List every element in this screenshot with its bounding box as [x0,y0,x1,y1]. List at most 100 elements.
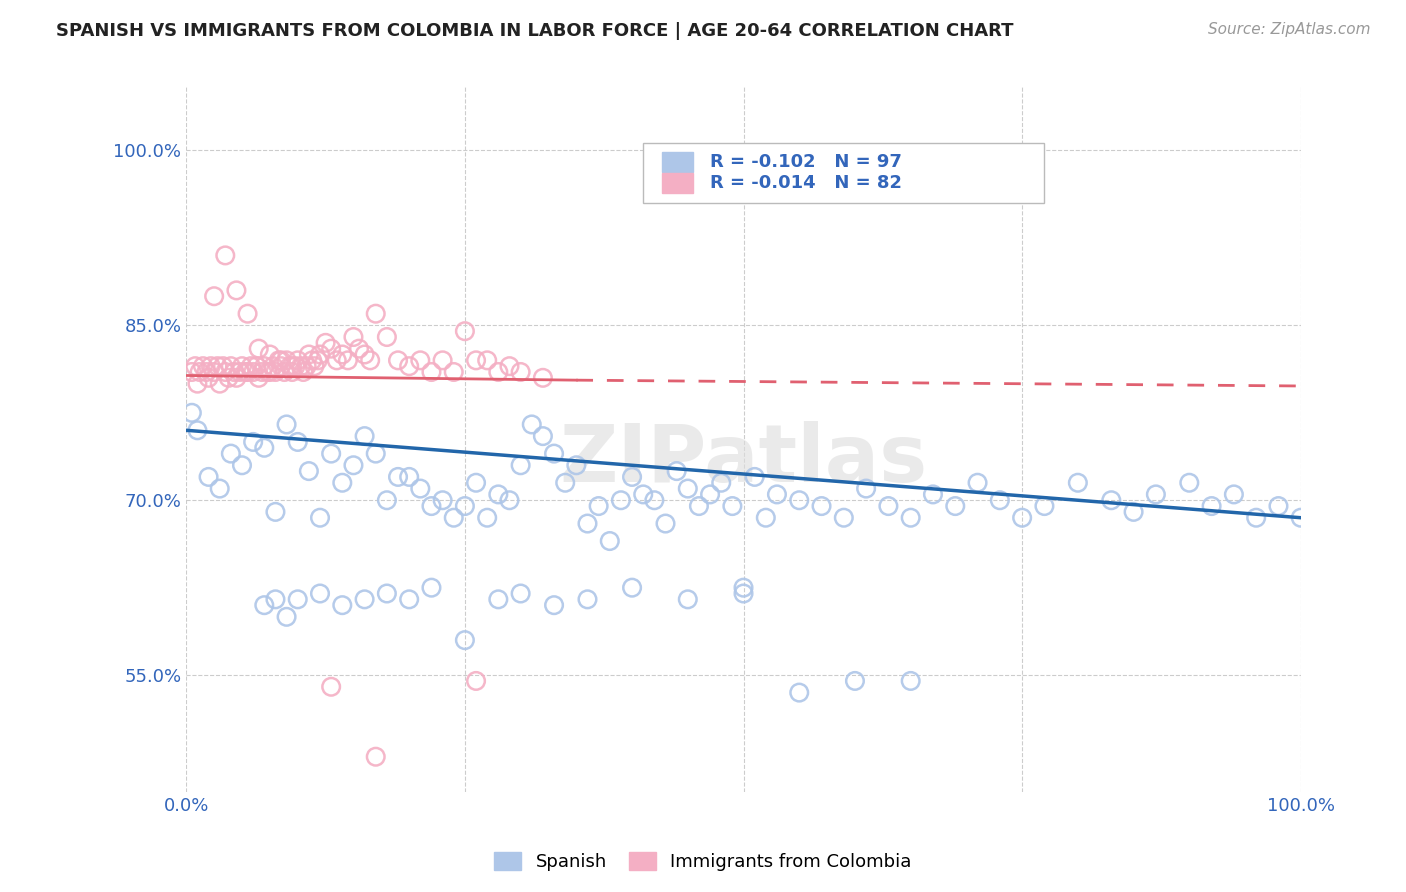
Point [353,429,375,443]
Point [321,447,343,461]
Point [988,493,1011,508]
Point [276,353,298,368]
Point [1201,499,1223,513]
Point [477,510,499,524]
Point [214,248,236,262]
Point [531,371,554,385]
Point [330,598,353,612]
Point [281,359,304,373]
Point [202,289,225,303]
Point [1244,510,1267,524]
Point [195,365,218,379]
Point [498,359,520,373]
Point [465,353,488,368]
Point [225,371,247,385]
Point [486,592,509,607]
Point [855,482,877,496]
Point [465,475,488,490]
Point [554,475,576,490]
Point [665,464,688,478]
Point [256,365,278,379]
Point [1033,499,1056,513]
Point [284,359,307,373]
Point [247,342,270,356]
Point [292,365,315,379]
Point [298,464,321,478]
Point [184,359,207,373]
Point [214,365,236,379]
Point [1267,499,1289,513]
Point [676,482,699,496]
Point [330,475,353,490]
Bar [662,173,693,193]
Point [877,499,900,513]
Point [262,359,284,373]
Point [621,581,644,595]
Point [259,347,281,361]
Point [900,673,922,688]
Point [336,353,359,368]
Point [432,493,454,508]
Point [276,610,298,624]
Point [465,673,488,688]
Point [543,447,565,461]
Point [273,365,295,379]
Point [1289,510,1312,524]
Point [966,475,988,490]
Point [398,470,420,484]
Point [766,487,789,501]
Point [290,359,312,373]
FancyBboxPatch shape [643,143,1045,202]
Text: SPANISH VS IMMIGRANTS FROM COLOMBIA IN LABOR FORCE | AGE 20-64 CORRELATION CHART: SPANISH VS IMMIGRANTS FROM COLOMBIA IN L… [56,22,1014,40]
Point [688,499,710,513]
Point [287,592,309,607]
Point [1178,475,1201,490]
Point [432,353,454,368]
Point [270,353,292,368]
Point [387,353,409,368]
Text: R = -0.014   N = 82: R = -0.014 N = 82 [710,174,903,192]
Point [486,487,509,501]
Point [321,680,343,694]
Point [676,592,699,607]
Point [621,470,644,484]
Point [207,359,229,373]
Text: R = -0.102   N = 97: R = -0.102 N = 97 [710,153,903,171]
Point [409,353,432,368]
Point [565,458,588,473]
Point [281,365,304,379]
Point [259,365,281,379]
Point [610,493,633,508]
Point [1099,493,1122,508]
Point [267,353,290,368]
Point [202,365,225,379]
Point [699,487,721,501]
Point [191,359,214,373]
Point [599,534,621,549]
Point [543,598,565,612]
Point [443,365,465,379]
Point [486,365,509,379]
Point [1144,487,1167,501]
Point [236,365,259,379]
Point [576,516,599,531]
Point [186,423,208,437]
Point [325,353,347,368]
Point [900,510,922,524]
Point [298,347,321,361]
Point [654,516,676,531]
Point [180,365,202,379]
Point [1122,505,1144,519]
Point [307,353,329,368]
Point [364,307,387,321]
Point [787,685,810,699]
Point [520,417,543,432]
Point [576,592,599,607]
Point [253,359,276,373]
Point [588,499,610,513]
Point [287,353,309,368]
Point [643,493,665,508]
Point [264,505,287,519]
Point [1011,510,1033,524]
Point [347,342,370,356]
